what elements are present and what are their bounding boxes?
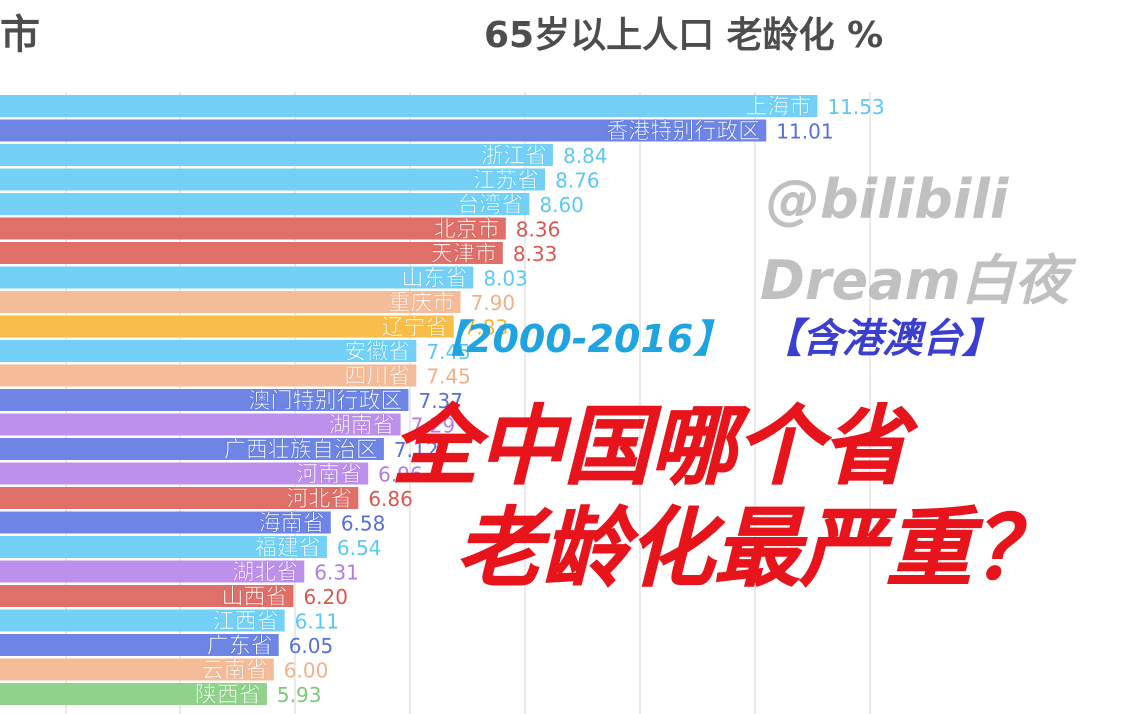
bar xyxy=(0,683,267,705)
bar xyxy=(0,364,417,387)
value-label: 6.05 xyxy=(289,634,334,658)
bar xyxy=(0,168,546,191)
value-label: 7.45 xyxy=(426,365,471,389)
category-label: 台湾省 xyxy=(457,193,523,218)
region-note-tag: 【含港澳台】 xyxy=(762,316,1002,362)
value-label: 7.12 xyxy=(394,438,439,462)
bar xyxy=(0,291,461,313)
value-label: 8.33 xyxy=(513,242,558,266)
left-title: 市 xyxy=(0,12,40,58)
category-label: 云南省 xyxy=(202,659,268,684)
headline-line-2: 老龄化最严重？ xyxy=(456,499,1059,600)
category-label: 福建省 xyxy=(255,536,321,561)
value-label: 7.90 xyxy=(471,291,516,315)
value-label: 8.60 xyxy=(539,193,584,217)
category-label: 湖北省 xyxy=(232,561,298,586)
category-label: 上海市 xyxy=(745,95,811,120)
category-label: 四川省 xyxy=(344,365,410,390)
category-label: 江苏省 xyxy=(473,169,539,194)
category-label: 湖南省 xyxy=(329,414,395,439)
category-label: 广西壮族自治区 xyxy=(224,438,378,463)
category-label: 陕西省 xyxy=(195,683,261,708)
bar xyxy=(0,242,503,264)
watermark-line-2: Dream白夜 xyxy=(760,249,1069,312)
value-label: 6.00 xyxy=(284,659,329,683)
bar xyxy=(0,585,294,607)
value-label: 11.53 xyxy=(827,95,884,119)
value-label: 6.58 xyxy=(341,512,386,536)
category-label: 河南省 xyxy=(296,463,362,488)
value-label: 6.11 xyxy=(295,610,340,634)
value-label: 6.86 xyxy=(368,487,413,511)
value-label: 11.01 xyxy=(776,120,833,144)
bar xyxy=(0,217,506,240)
bar xyxy=(0,315,454,338)
value-label: 6.96 xyxy=(378,463,423,487)
category-label: 安徽省 xyxy=(344,340,410,365)
value-label: 8.36 xyxy=(516,218,561,242)
value-label: 6.31 xyxy=(314,561,359,585)
bar xyxy=(0,462,369,485)
category-label: 海南省 xyxy=(259,512,325,537)
bar xyxy=(0,413,401,436)
bar xyxy=(0,634,279,656)
bar xyxy=(0,560,305,583)
value-label: 5.93 xyxy=(277,683,322,707)
bar xyxy=(0,119,767,142)
bar xyxy=(0,487,359,509)
value-label: 6.20 xyxy=(303,585,348,609)
value-label: 8.03 xyxy=(483,267,528,291)
bar xyxy=(0,95,818,117)
headline-line-1: 全中国哪个省 xyxy=(392,397,909,498)
value-label: 7.45 xyxy=(426,340,471,364)
category-label: 广东省 xyxy=(207,634,273,659)
category-label: 江西省 xyxy=(213,610,279,635)
chart-title: 65岁以上人口 老龄化 % xyxy=(484,15,884,56)
category-label: 北京市 xyxy=(434,218,500,243)
category-label: 浙江省 xyxy=(481,144,547,169)
category-label: 香港特别行政区 xyxy=(606,120,760,145)
bar xyxy=(0,340,417,362)
bar xyxy=(0,193,530,215)
category-label: 澳门特别行政区 xyxy=(248,389,402,414)
bar xyxy=(0,536,327,558)
year-range-tag: 【2000-2016】 xyxy=(428,317,732,361)
watermark-line-1: @bilibili xyxy=(766,168,1009,231)
category-label: 山东省 xyxy=(401,267,467,292)
bar xyxy=(0,144,553,166)
bar xyxy=(0,511,331,534)
category-label: 辽宁省 xyxy=(382,316,448,341)
bar xyxy=(0,609,285,632)
value-label: 7.83 xyxy=(464,316,509,340)
bar xyxy=(0,658,274,681)
value-label: 7.29 xyxy=(411,414,456,438)
category-label: 重庆市 xyxy=(389,291,455,316)
value-label: 7.37 xyxy=(418,389,463,413)
value-label: 6.54 xyxy=(337,536,382,560)
bar xyxy=(0,389,409,411)
category-label: 山西省 xyxy=(221,585,287,610)
value-label: 8.84 xyxy=(563,144,608,168)
bar xyxy=(0,438,384,460)
category-label: 河北省 xyxy=(286,487,352,512)
category-label: 天津市 xyxy=(431,242,497,267)
bar xyxy=(0,266,474,289)
value-label: 8.76 xyxy=(555,169,600,193)
